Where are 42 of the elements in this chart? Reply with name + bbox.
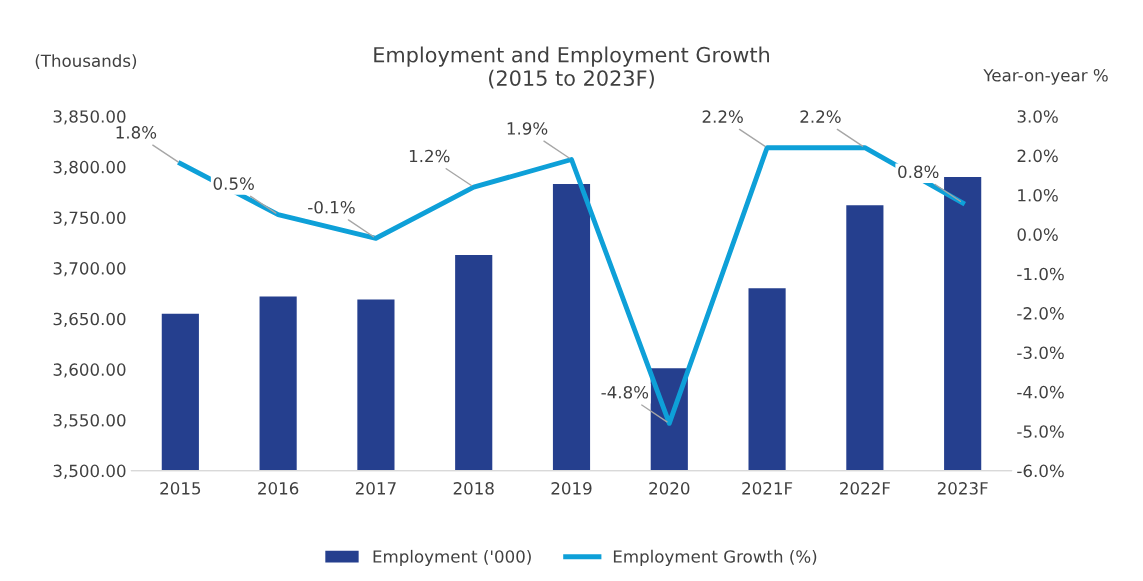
y2-tick-label: -6.0% xyxy=(1017,464,1064,478)
data-label: 2.2% xyxy=(800,110,841,123)
data-label: 0.8% xyxy=(898,165,939,179)
y2-tick-label: 3.0% xyxy=(1017,110,1058,123)
y2-tick-label: -4.0% xyxy=(1017,385,1064,399)
y-tick-label: 3,700.00 xyxy=(53,262,126,277)
legend-label: Employment ('000) xyxy=(373,549,531,566)
x-tick-label: 2018 xyxy=(453,482,494,495)
y-axis-title: (Thousands) xyxy=(35,54,137,70)
x-tick-label: 2015 xyxy=(160,482,201,495)
line-series xyxy=(177,145,966,426)
y-tick-label: 3,850.00 xyxy=(53,110,126,125)
chart-title: Employment and Employment Growth (2015 to 2023F) xyxy=(374,46,769,89)
x-tick-label: 2023F xyxy=(937,482,988,495)
x-tick-label: 2019 xyxy=(551,482,592,495)
y2-tick-label: -3.0% xyxy=(1017,346,1064,360)
y-tick-label: 3,750.00 xyxy=(53,211,126,226)
y2-tick-label: -2.0% xyxy=(1017,307,1064,320)
y-tick-label: 3,650.00 xyxy=(53,312,126,327)
x-tick-label: 2021F xyxy=(742,482,793,495)
legend-label: Employment Growth (%) xyxy=(613,549,817,566)
data-label: 1.2% xyxy=(409,149,450,163)
y-tick-label: 3,500.00 xyxy=(53,464,126,479)
data-label: -0.1% xyxy=(308,200,355,214)
x-tick-label: 2017 xyxy=(355,482,396,495)
y2-tick-label: 1.0% xyxy=(1018,188,1058,202)
data-label: 2.2% xyxy=(702,110,743,123)
y2-tick-label: -5.0% xyxy=(1017,425,1064,438)
data-label: -4.8% xyxy=(601,385,649,399)
y2-tick-label: -1.0% xyxy=(1017,267,1064,281)
y-tick-label: 3,600.00 xyxy=(53,363,126,378)
y2-tick-label: 2.0% xyxy=(1017,149,1058,163)
data-label: 1.9% xyxy=(507,122,548,135)
x-tick-label: 2020 xyxy=(649,482,690,495)
x-tick-label: 2016 xyxy=(258,482,299,495)
data-label: 1.8% xyxy=(116,126,157,139)
y-tick-label: 3,550.00 xyxy=(53,413,126,429)
x-tick-label: 2022F xyxy=(840,482,890,495)
y2-axis-title: Year-on-year % xyxy=(983,68,1108,85)
data-label: 0.5% xyxy=(213,177,254,190)
y2-tick-label: 0.0% xyxy=(1017,228,1058,241)
y-tick-label: 3,800.00 xyxy=(53,160,126,176)
